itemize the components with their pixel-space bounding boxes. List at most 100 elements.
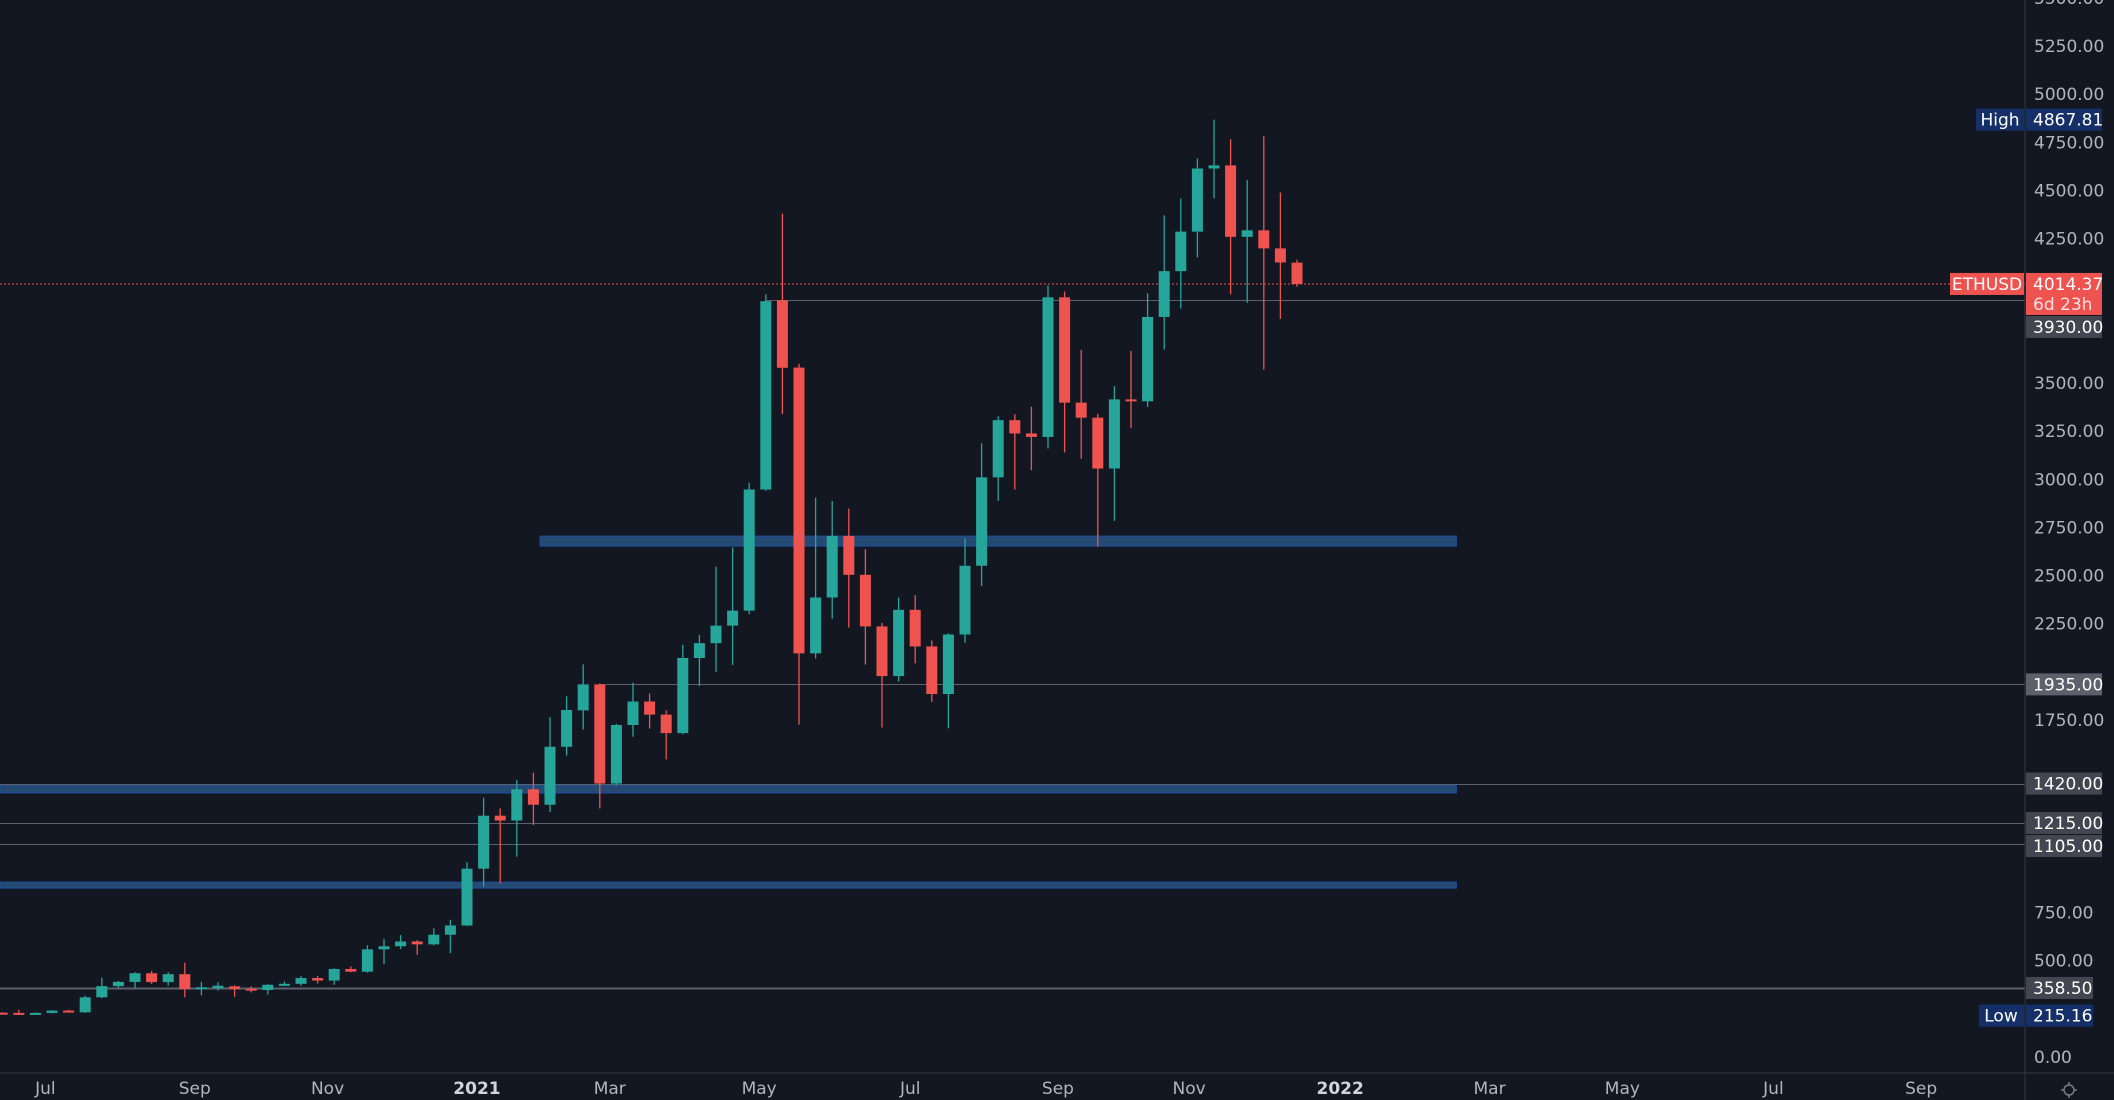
candle-body [893, 609, 905, 677]
candle-body [793, 367, 805, 654]
high-value: 4867.81 [2033, 111, 2103, 131]
candle-body [843, 535, 855, 575]
time-tick-label: 2022 [1316, 1079, 1363, 1099]
candle-body [1092, 417, 1104, 469]
price-tick-label: 0.00 [2034, 1048, 2072, 1068]
price-tick-label: 1750.00 [2034, 711, 2104, 731]
time-tick-label: Jul [1762, 1079, 1784, 1099]
level-badge-bg [2026, 976, 2093, 999]
time-axis[interactable]: Jul Sep Nov 2021 Mar May Jul Sep Nov 2022 Mar May Ju… [34, 1079, 1937, 1099]
time-tick-label: 2021 [453, 1079, 500, 1099]
price-axis[interactable] [2025, 0, 2114, 1073]
last-price-badge: ETHUSD 4014.37 6d 23h [1950, 272, 2103, 315]
low-badge: Low 215.16 [1979, 1004, 2093, 1027]
bar-countdown: 6d 23h [2033, 295, 2092, 315]
candle-down [494, 808, 506, 884]
price-tick-label: 2750.00 [2034, 518, 2104, 538]
candle-body [79, 997, 91, 1013]
candle-down [146, 970, 158, 984]
candle-down [876, 622, 888, 728]
candle-down [312, 976, 324, 984]
candle-body [926, 646, 938, 695]
candle-body [1125, 399, 1137, 402]
candle-body [411, 941, 423, 945]
level-badge-bg [2026, 812, 2102, 835]
candle-body [727, 610, 739, 626]
candle-body [1059, 297, 1071, 403]
time-tick-label: Mar [1474, 1079, 1506, 1099]
candle-body [760, 301, 772, 490]
low-value: 215.16 [2033, 1007, 2092, 1027]
candle-up [610, 723, 622, 786]
price-tick-label: 5250.00 [2034, 37, 2104, 57]
level-badge-value: 358.50 [2033, 979, 2092, 999]
candle-down [1291, 259, 1303, 287]
time-tick-label: Nov [311, 1079, 344, 1099]
price-tick-label: 750.00 [2034, 904, 2093, 924]
candle-body [63, 1010, 75, 1013]
candle-up [677, 644, 689, 735]
level-badge-bg [2026, 772, 2102, 795]
candle-body [494, 815, 506, 821]
candle-body [262, 984, 274, 990]
candle-down [13, 1009, 25, 1015]
candle-up [1208, 119, 1220, 199]
candle-body [743, 489, 755, 611]
candle-up [29, 1012, 41, 1015]
candle-down [0, 1012, 8, 1015]
candle-body [1225, 165, 1237, 237]
candle-body [1191, 168, 1203, 232]
candle-body [278, 983, 290, 986]
candle-up [561, 696, 573, 756]
price-tick-label: 3250.00 [2034, 422, 2104, 442]
candle-body [959, 565, 971, 635]
level-badge-value: 1935.00 [2033, 675, 2103, 695]
time-tick-label: Jul [34, 1079, 56, 1099]
candle-body [13, 1012, 25, 1015]
candle-body [46, 1010, 58, 1013]
levels-layer [0, 300, 2025, 990]
price-tick-label: 500.00 [2034, 952, 2093, 972]
candle-body [594, 684, 606, 784]
candle-up [378, 938, 390, 964]
candle-up [710, 566, 722, 672]
candle-body [1208, 165, 1220, 169]
level-badge: 1420.00 [2026, 772, 2103, 795]
price-tick-label: 4750.00 [2034, 133, 2104, 153]
candle-up [162, 972, 174, 986]
candle-up [129, 972, 141, 989]
candle-body [146, 973, 158, 983]
candle-up [395, 935, 407, 950]
candle-body [859, 574, 871, 627]
candle-down [776, 213, 788, 415]
candle-body [361, 949, 373, 972]
gear-icon[interactable] [2061, 1082, 2077, 1098]
candle-down [1025, 406, 1037, 471]
candle-body [909, 609, 921, 647]
candle-up [577, 664, 589, 730]
candle-body [96, 986, 108, 998]
candle-down [245, 986, 257, 993]
candle-body [527, 789, 539, 805]
candle-body [992, 420, 1004, 478]
candle-up [295, 976, 307, 986]
last-price-value: 4014.37 [2033, 275, 2103, 295]
candle-body [1158, 271, 1170, 317]
candle-up [112, 980, 124, 988]
level-badge-bg [2026, 315, 2102, 338]
candle-down [1009, 414, 1021, 490]
candle-body [942, 634, 954, 695]
candle-body [1108, 399, 1120, 469]
candle-up [942, 633, 954, 729]
zone-2680 [539, 535, 1457, 547]
time-tick-label: Sep [1042, 1079, 1074, 1099]
candle-up [976, 443, 988, 586]
candle-down [527, 772, 539, 825]
candle-up [46, 1010, 58, 1014]
candle-up [96, 977, 108, 999]
candle-up [278, 981, 290, 987]
candle-body [478, 815, 490, 869]
candle-down [1274, 192, 1286, 319]
